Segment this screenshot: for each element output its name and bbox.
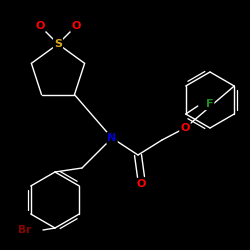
Text: O: O [35, 21, 45, 31]
Text: O: O [71, 21, 81, 31]
Text: S: S [54, 39, 62, 49]
Text: O: O [136, 179, 146, 189]
Text: O: O [180, 123, 190, 133]
Text: N: N [108, 133, 116, 143]
Text: Br: Br [18, 225, 31, 235]
Text: F: F [206, 99, 213, 109]
